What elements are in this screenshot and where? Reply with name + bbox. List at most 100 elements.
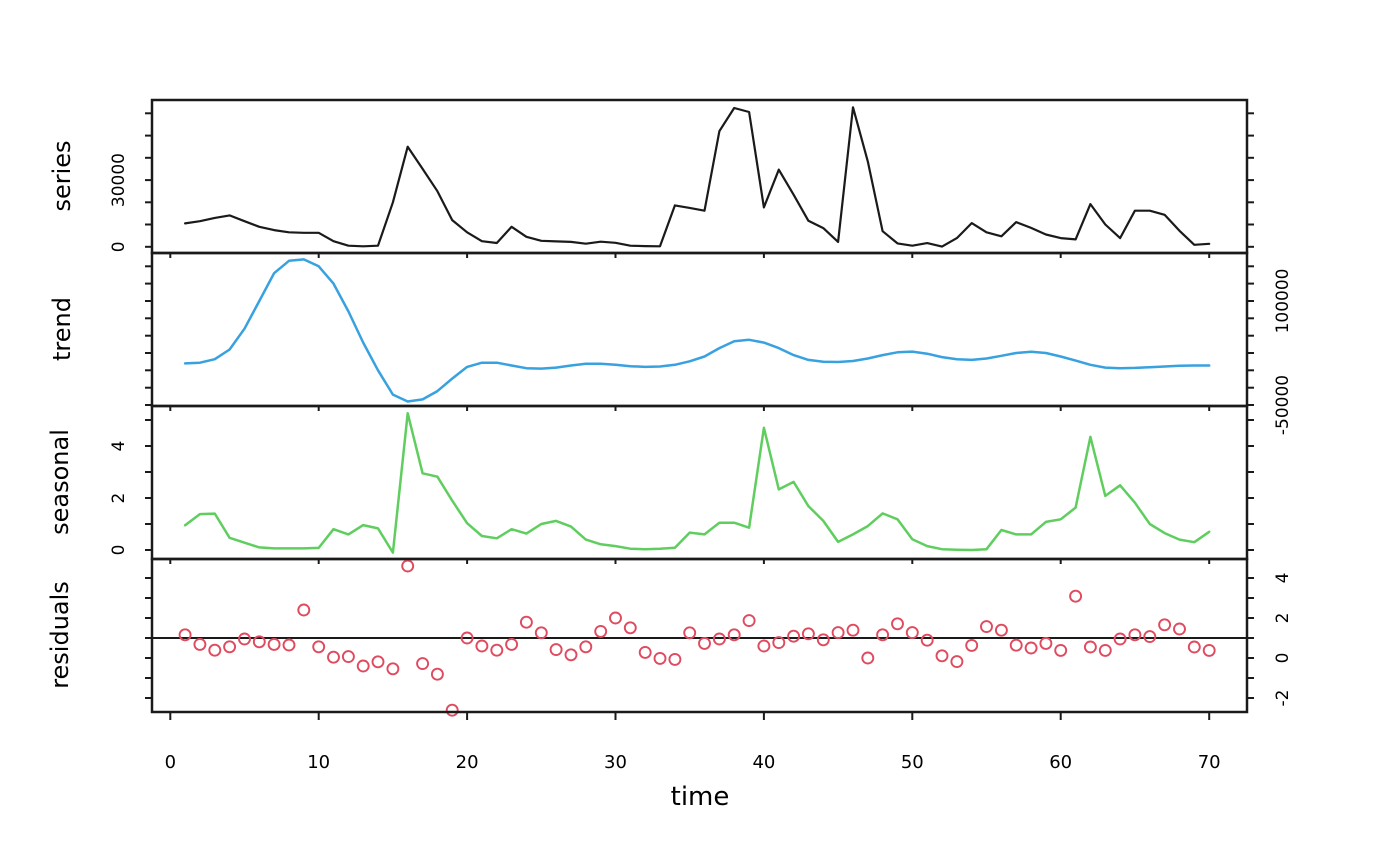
point-residuals <box>1202 643 1216 657</box>
panel-label-residuals: residuals <box>46 581 74 689</box>
panel-label-trend: trend <box>48 297 76 361</box>
point-residuals <box>1113 632 1127 646</box>
ytick-label-series: 30000 <box>109 153 129 207</box>
panel-label-seasonal: seasonal <box>46 429 74 535</box>
point-residuals <box>861 651 875 665</box>
xtick-label: 70 <box>1198 752 1221 773</box>
ytick-label-seasonal: 2 <box>109 493 129 504</box>
ytick-label-trend: 100000 <box>1273 269 1293 334</box>
point-residuals <box>668 652 682 666</box>
point-residuals <box>920 633 934 647</box>
point-residuals <box>594 624 608 638</box>
panel-frame-residuals <box>150 557 1249 714</box>
point-residuals <box>994 623 1008 637</box>
point-residuals <box>935 649 949 663</box>
point-residuals <box>846 623 860 637</box>
point-residuals <box>980 620 993 634</box>
point-residuals <box>386 662 400 676</box>
point-residuals <box>327 650 340 664</box>
point-residuals <box>475 639 489 653</box>
point-residuals <box>623 621 637 635</box>
point-residuals <box>297 603 311 617</box>
point-residuals <box>519 615 533 629</box>
point-residuals <box>193 637 207 651</box>
point-residuals <box>609 611 622 625</box>
panel-frame-series <box>150 98 1249 255</box>
point-residuals <box>267 637 281 651</box>
point-residuals <box>208 643 222 657</box>
point-residuals <box>698 636 711 650</box>
point-residuals <box>252 635 266 649</box>
point-residuals <box>816 633 830 647</box>
ytick-label-residuals: 2 <box>1273 613 1293 624</box>
point-residuals <box>564 648 578 662</box>
point-residuals <box>653 651 667 665</box>
xtick-label: 10 <box>307 752 330 773</box>
xtick-label: 50 <box>901 752 924 773</box>
point-residuals <box>891 617 904 631</box>
ytick-label-seasonal: 0 <box>109 545 129 556</box>
x-axis-title: time <box>670 782 730 812</box>
point-residuals <box>772 636 786 650</box>
point-residuals <box>1024 641 1038 655</box>
point-residuals <box>579 640 593 654</box>
ytick-label-residuals: -2 <box>1273 690 1293 707</box>
panel-label-series: series <box>48 140 76 212</box>
point-residuals <box>460 631 474 645</box>
point-residuals <box>905 626 919 640</box>
point-residuals <box>727 628 741 642</box>
line-trend <box>183 258 1211 403</box>
point-residuals <box>950 655 964 669</box>
point-residuals <box>1143 630 1157 644</box>
point-residuals <box>1158 618 1172 632</box>
point-residuals <box>1187 640 1201 654</box>
point-residuals <box>1083 640 1097 654</box>
point-residuals <box>341 650 355 664</box>
xtick-label: 60 <box>1049 752 1072 773</box>
point-residuals <box>1039 636 1053 650</box>
point-residuals <box>1173 622 1186 636</box>
point-residuals <box>178 628 192 642</box>
point-residuals <box>683 626 697 640</box>
point-residuals <box>416 657 430 671</box>
ytick-label-residuals: 0 <box>1273 653 1293 664</box>
point-residuals <box>1069 589 1083 603</box>
panel-frame-trend <box>150 251 1249 408</box>
point-residuals <box>430 667 444 681</box>
point-residuals <box>282 638 296 652</box>
point-residuals <box>238 632 251 646</box>
point-residuals <box>712 632 726 646</box>
point-residuals <box>1054 643 1068 657</box>
point-residuals <box>356 659 370 673</box>
xtick-label: 30 <box>604 752 627 773</box>
point-residuals <box>505 637 519 651</box>
ytick-label-series: 0 <box>109 241 129 252</box>
panel-frame-seasonal <box>150 404 1249 561</box>
point-residuals <box>831 626 845 640</box>
point-residuals <box>490 643 504 657</box>
point-residuals <box>787 629 801 643</box>
xtick-label: 40 <box>752 752 775 773</box>
point-residuals <box>638 645 652 659</box>
point-residuals <box>1009 638 1023 652</box>
xtick-label: 0 <box>165 752 176 773</box>
point-residuals <box>1098 643 1112 657</box>
point-residuals <box>742 614 756 628</box>
point-residuals <box>534 626 548 640</box>
point-residuals <box>445 703 459 717</box>
point-residuals <box>965 638 979 652</box>
line-seasonal <box>183 412 1211 554</box>
point-residuals <box>1128 628 1142 642</box>
xtick-label: 20 <box>456 752 479 773</box>
point-residuals <box>876 628 890 642</box>
point-residuals <box>801 627 815 641</box>
line-series <box>184 106 1211 248</box>
point-residuals <box>757 639 771 653</box>
ytick-label-trend: -50000 <box>1273 375 1293 435</box>
point-residuals <box>549 643 563 657</box>
point-residuals <box>223 640 237 654</box>
point-residuals <box>312 640 326 654</box>
ytick-label-residuals: 4 <box>1273 573 1293 584</box>
